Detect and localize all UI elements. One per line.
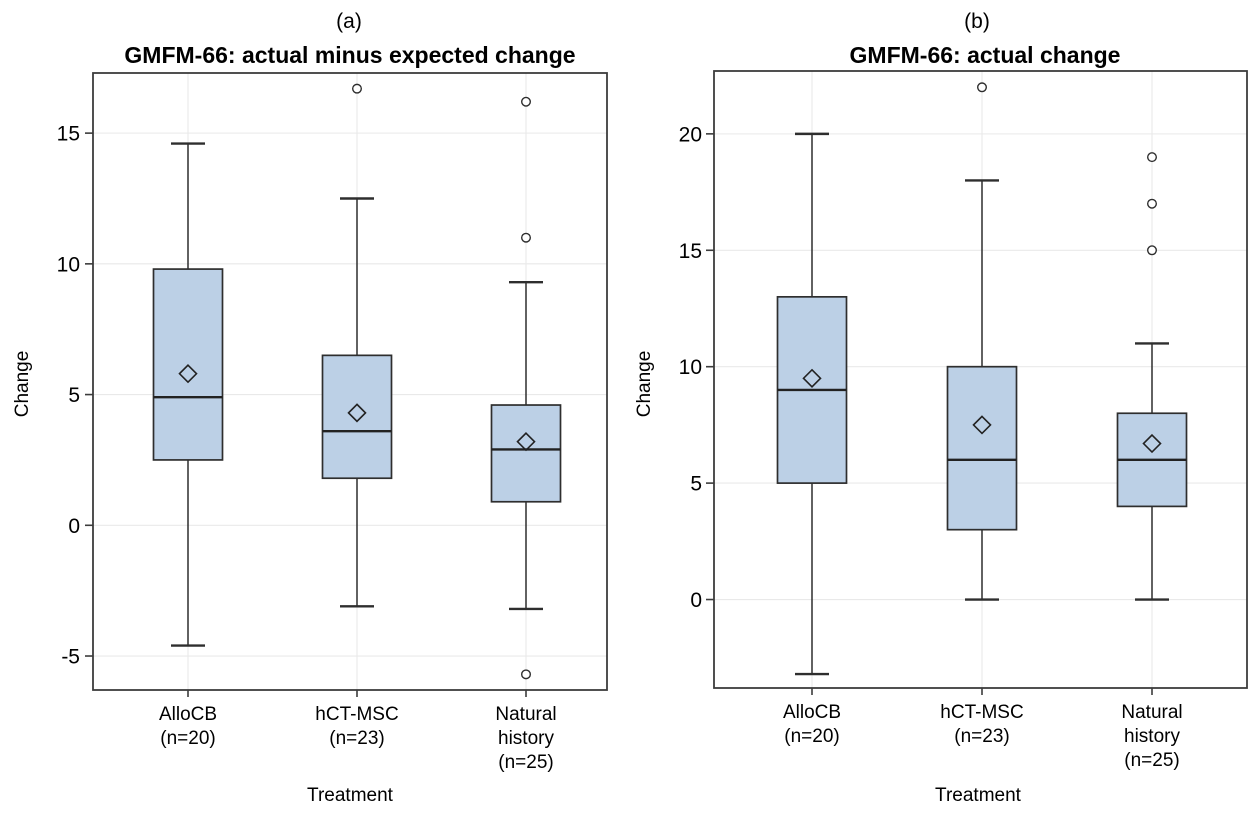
boxplot-allocb [776, 132, 848, 676]
x-tick-label: AlloCB [783, 702, 841, 723]
panel-title: GMFM-66: actual change [850, 42, 1121, 68]
outlier-point [352, 83, 363, 94]
x-tick-label: (n=23) [954, 726, 1009, 747]
outlier-point [1146, 245, 1157, 256]
x-tick-label: (n=25) [498, 752, 553, 773]
mean-diamond [516, 431, 536, 452]
plot-border [713, 70, 1248, 689]
x-axis-label: Treatment [935, 785, 1022, 806]
iqr-box [946, 365, 1018, 531]
x-tick-label: history [498, 728, 554, 749]
y-axis-label: Change [12, 351, 33, 418]
outlier-point [521, 96, 532, 107]
y-tick-label: 0 [690, 589, 702, 612]
x-tick-label: AlloCB [159, 704, 217, 725]
boxplot-hct-msc [321, 83, 393, 608]
y-tick-label: 0 [68, 515, 80, 538]
boxplot-natural [490, 96, 562, 680]
x-tick-label: (n=23) [329, 728, 384, 749]
y-tick-label: 5 [68, 384, 80, 407]
y-tick-label: -5 [61, 646, 80, 669]
outlier-point [521, 669, 532, 680]
x-tick-label: hCT-MSC [940, 702, 1023, 723]
panel-title: GMFM-66: actual minus expected change [124, 42, 575, 68]
y-axis-label: Change [634, 351, 655, 418]
outlier-point [1146, 152, 1157, 163]
boxplot-natural [1116, 152, 1188, 601]
x-tick-label: Natural [1121, 702, 1182, 723]
mean-diamond [972, 415, 992, 435]
x-tick-label: (n=25) [1124, 750, 1179, 771]
plot-border [92, 72, 608, 691]
mean-diamond [802, 368, 822, 388]
panel-b: 20 15 10 5 0 AlloCB (n=20) hCT-MSC (n=23) Natural… [634, 10, 1248, 806]
y-tick-label: 10 [679, 356, 702, 379]
iqr-box [321, 354, 393, 480]
y-tick-label: 10 [57, 253, 80, 276]
outlier-point [521, 232, 532, 243]
x-tick-label: Natural [495, 704, 556, 725]
mean-diamond [178, 364, 198, 384]
outlier-point [977, 82, 988, 93]
panel-letter-label: (b) [964, 10, 990, 33]
x-axis-label: Treatment [307, 785, 394, 806]
panel-letter-label: (a) [336, 10, 362, 33]
y-tick-label: 5 [690, 473, 702, 496]
iqr-box [490, 404, 562, 503]
x-tick-label: (n=20) [784, 726, 839, 747]
boxplot-allocb [152, 142, 224, 647]
x-tick-label: hCT-MSC [315, 704, 398, 725]
x-tick-label: history [1124, 726, 1180, 747]
x-tick-label: (n=20) [160, 728, 215, 749]
mean-diamond [1142, 433, 1162, 454]
panel-a: 15 10 5 0 -5 AlloCB (n=20) hCT-MSC (n=23) Natural… [12, 10, 608, 806]
y-tick-label: 20 [679, 123, 702, 146]
boxplot-hct-msc [946, 82, 1018, 601]
y-tick-label: 15 [57, 123, 80, 146]
outlier-point [1146, 198, 1157, 209]
y-tick-label: 15 [679, 240, 702, 263]
mean-diamond [347, 403, 367, 423]
